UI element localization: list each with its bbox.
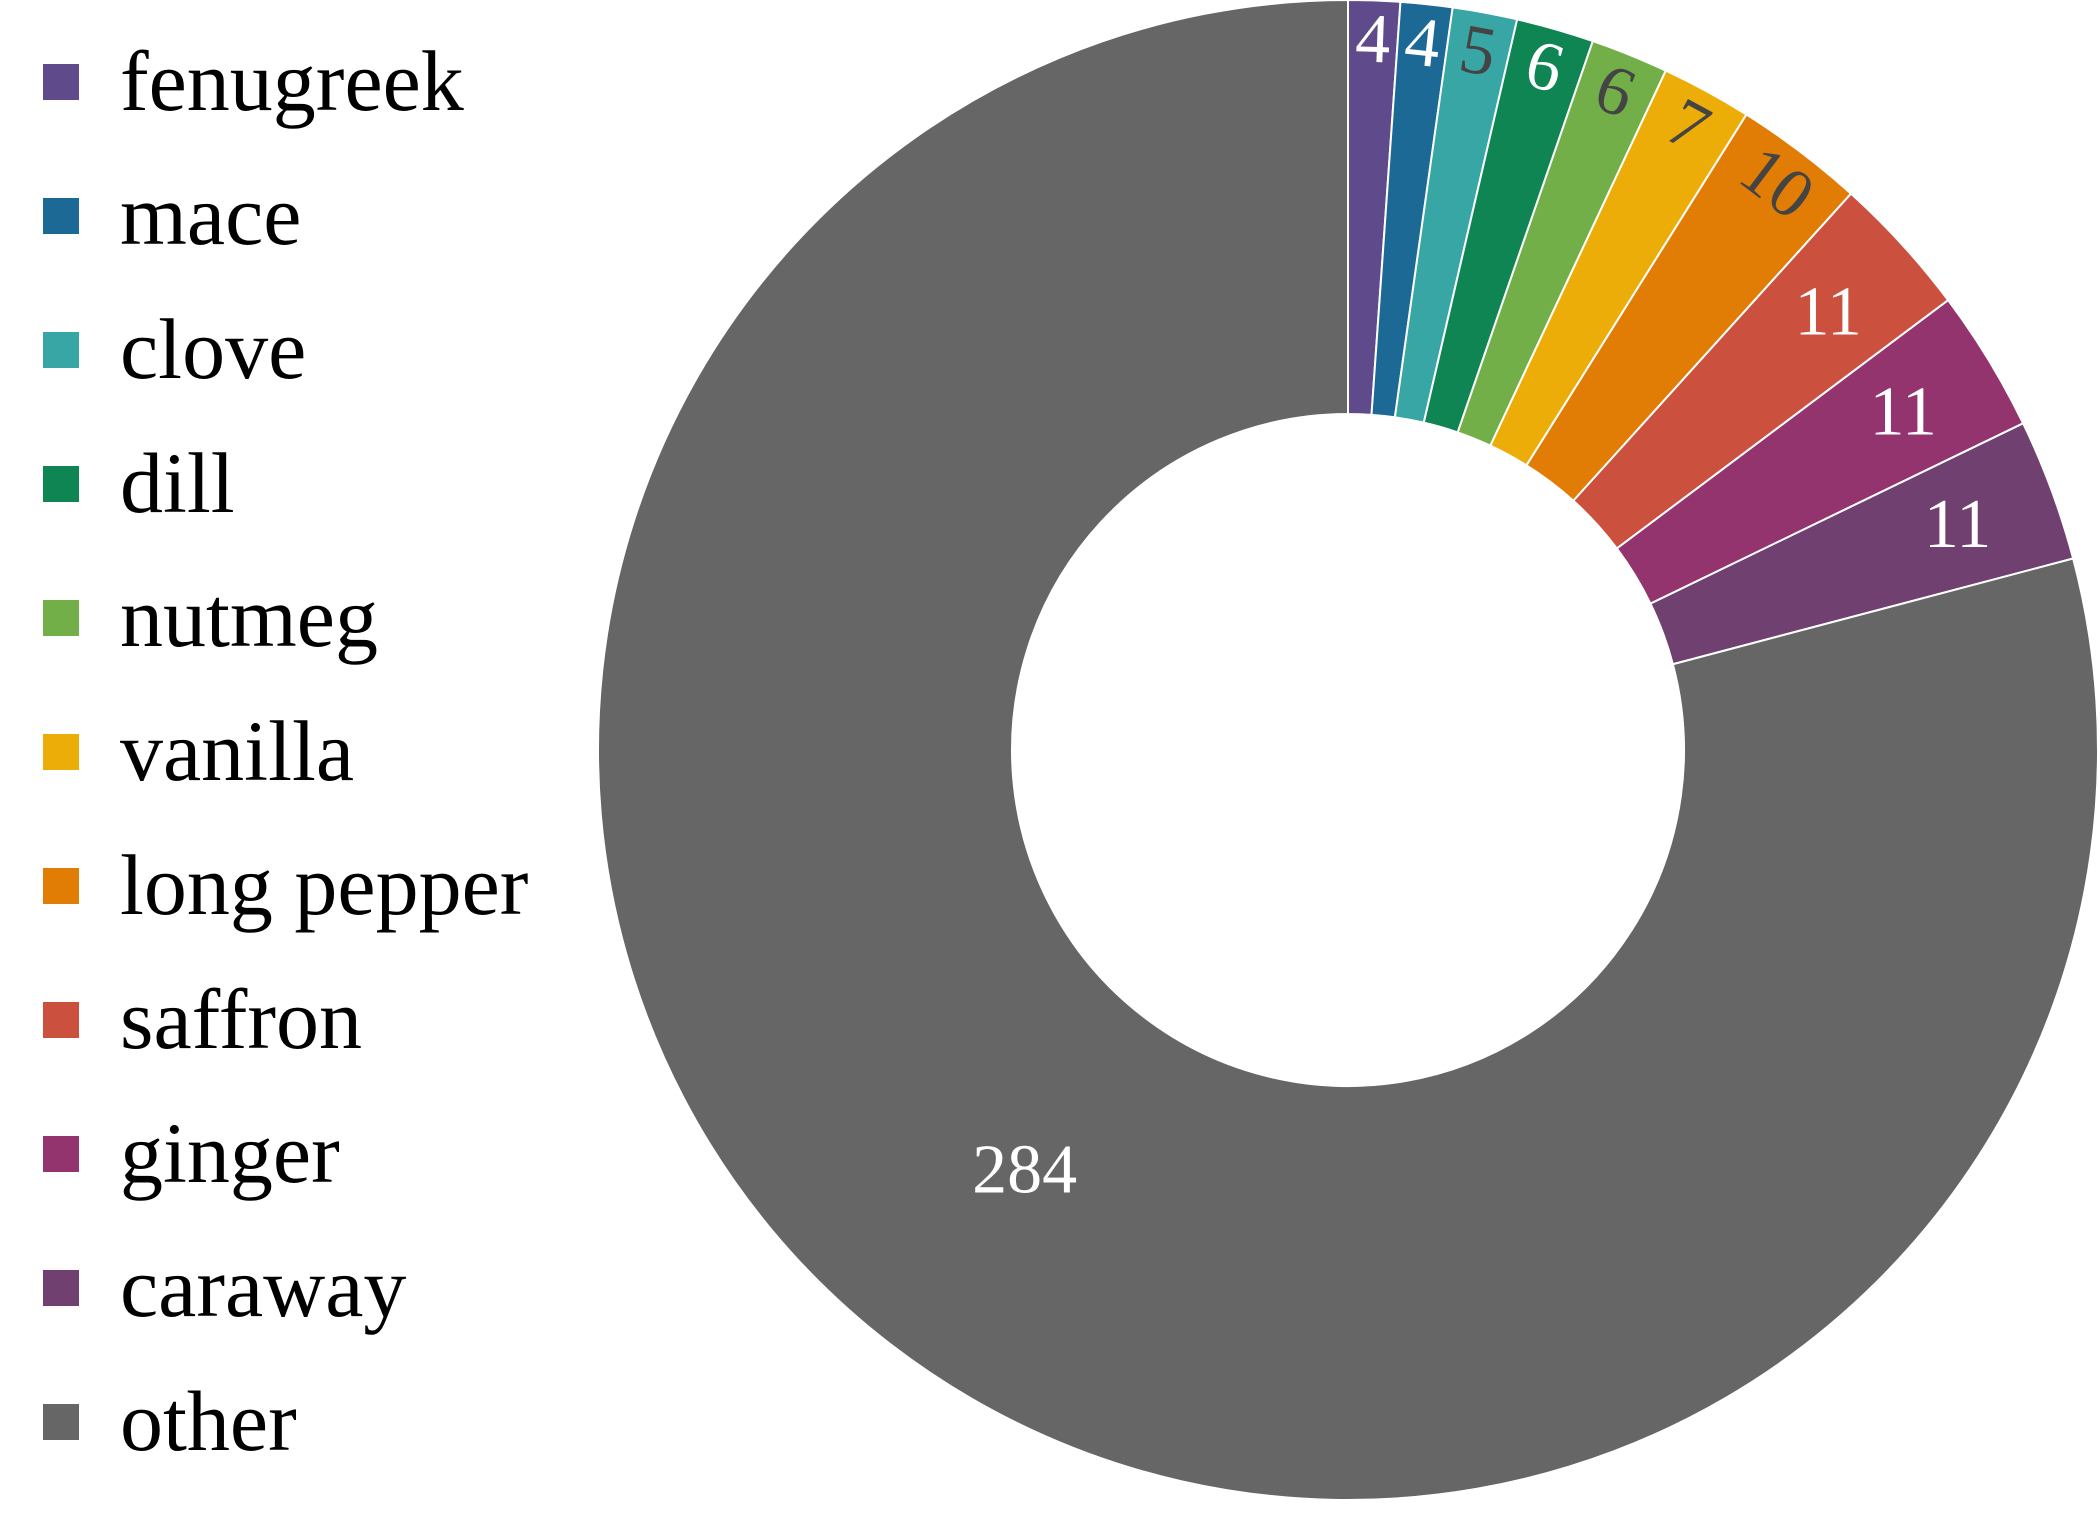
slice-label-saffron: 11 xyxy=(1795,273,1862,350)
legend-label: long pepper xyxy=(120,837,529,933)
legend-swatch xyxy=(43,1404,79,1440)
legend-swatch xyxy=(43,1136,79,1172)
legend-item-other: other xyxy=(0,1378,620,1524)
legend-label: mace xyxy=(120,167,302,263)
legend-item-saffron: saffron xyxy=(0,976,620,1122)
legend-label: nutmeg xyxy=(120,569,378,665)
legend-item-nutmeg: nutmeg xyxy=(0,574,620,720)
legend-item-fenugreek: fenugreek xyxy=(0,38,620,184)
slice-label-mace: 4 xyxy=(1401,3,1444,83)
legend-swatch xyxy=(43,466,79,502)
slices-group xyxy=(597,0,2099,1500)
legend-item-ginger: ginger xyxy=(0,1110,620,1256)
legend-swatch xyxy=(43,600,79,636)
slice-label-caraway: 11 xyxy=(1924,486,1991,563)
legend-label: dill xyxy=(120,435,235,531)
legend-item-vanilla: vanilla xyxy=(0,708,620,854)
legend-item-long-pepper: long pepper xyxy=(0,842,620,988)
legend-label: caraway xyxy=(120,1239,407,1335)
legend-swatch xyxy=(43,198,79,234)
legend-swatch xyxy=(43,64,79,100)
slice-label-ginger: 11 xyxy=(1869,373,1936,450)
legend-swatch xyxy=(43,868,79,904)
legend-item-dill: dill xyxy=(0,440,620,586)
legend-label: vanilla xyxy=(120,703,355,799)
legend-label: other xyxy=(120,1373,297,1469)
legend-swatch xyxy=(43,332,79,368)
legend-item-caraway: caraway xyxy=(0,1244,620,1390)
slice-label-fenugreek: 4 xyxy=(1354,0,1392,78)
legend-label: ginger xyxy=(120,1105,340,1201)
legend-item-clove: clove xyxy=(0,306,620,452)
legend-swatch xyxy=(43,734,79,770)
slice-other xyxy=(597,0,2099,1500)
legend-label: fenugreek xyxy=(120,33,464,129)
slice-label-other: 284 xyxy=(972,1131,1077,1208)
legend-swatch xyxy=(43,1002,79,1038)
legend-item-mace: mace xyxy=(0,172,620,318)
legend-swatch xyxy=(43,1270,79,1306)
legend-label: saffron xyxy=(120,971,363,1067)
legend-label: clove xyxy=(120,301,307,397)
